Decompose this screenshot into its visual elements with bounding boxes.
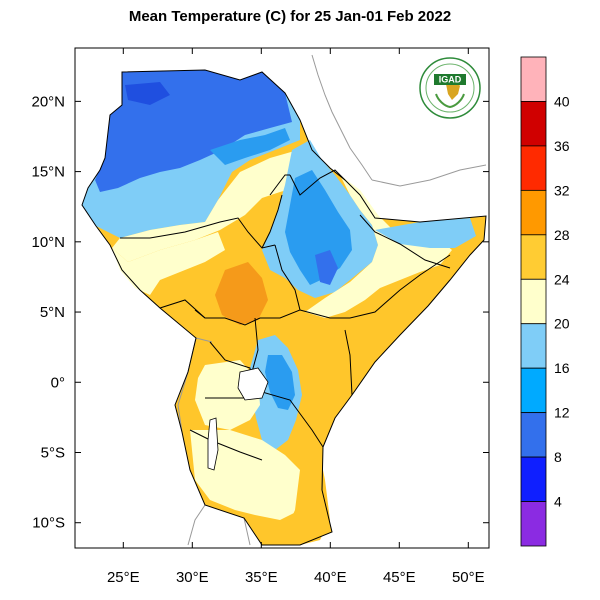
sudan-pale-band bbox=[112, 150, 325, 262]
country-borders bbox=[81, 69, 487, 546]
y-tick-label: 15°N bbox=[31, 164, 65, 181]
ethiopia-darkblue-spot bbox=[315, 250, 338, 285]
eastafrica-highland-midblue bbox=[265, 355, 295, 410]
y-tick-label: 5°S bbox=[41, 444, 65, 461]
y-tick-label: 5°N bbox=[40, 304, 65, 321]
southsudan-deeporange bbox=[215, 262, 268, 325]
colorbar-bin bbox=[520, 412, 547, 458]
y-tick-label: 10°S bbox=[32, 515, 65, 532]
temperature-field bbox=[82, 70, 486, 545]
tanzania-pale-region bbox=[190, 430, 310, 520]
west-pale-region bbox=[112, 232, 225, 295]
colorbar-label: 12 bbox=[554, 405, 570, 421]
southeast-coast-orange bbox=[285, 455, 330, 545]
y-tick-label: 20°N bbox=[31, 93, 65, 110]
colorbar-label: 32 bbox=[554, 182, 570, 198]
colorbar-label: 28 bbox=[554, 227, 570, 243]
colorbar-label: 36 bbox=[554, 138, 570, 154]
colorbar-label: 20 bbox=[554, 316, 570, 332]
lake-victoria bbox=[237, 367, 269, 401]
colorbar-label: 16 bbox=[554, 360, 570, 376]
colorbar-bin bbox=[520, 189, 547, 236]
colorbar-bin bbox=[520, 367, 547, 414]
laurel-icon bbox=[435, 93, 465, 109]
colorbar: 40 36 32 28 24 20 16 12 8 4 bbox=[520, 56, 570, 547]
logo-text: IGAD bbox=[439, 75, 462, 85]
colorbar-bin bbox=[520, 323, 547, 369]
colorbar-bin bbox=[520, 56, 547, 102]
igad-logo: IGAD bbox=[419, 57, 481, 119]
lake-tanganyika bbox=[207, 417, 219, 471]
logo-inner-ring bbox=[425, 63, 475, 113]
colorbar-bin bbox=[520, 234, 547, 280]
colorbar-label: 24 bbox=[554, 271, 570, 287]
ethiopia-midblue-core bbox=[285, 170, 352, 285]
north-midblue-patch bbox=[210, 128, 290, 165]
map-frame-border bbox=[74, 47, 490, 549]
colorbar-label: 8 bbox=[554, 449, 562, 465]
x-tick-label: 40°E bbox=[314, 569, 347, 586]
logo-banner bbox=[434, 74, 466, 85]
colorbar-label: 4 bbox=[554, 494, 562, 510]
y-axis: 20°N 15°N 10°N 5°N 0° 5°S 10°S bbox=[31, 93, 489, 532]
x-tick-label: 50°E bbox=[452, 569, 485, 586]
colorbar-bin bbox=[520, 456, 547, 502]
colorbar-label: 40 bbox=[554, 93, 570, 109]
x-axis: 25°E 30°E 35°E 40°E 45°E 50°E bbox=[107, 48, 485, 586]
y-tick-label: 0° bbox=[51, 374, 65, 391]
northwest-deepblue-patch bbox=[125, 82, 170, 105]
y-tick-label: 10°N bbox=[31, 234, 65, 251]
somalia-north-region bbox=[375, 218, 476, 248]
colorbar-bin bbox=[520, 101, 547, 147]
x-tick-label: 35°E bbox=[245, 569, 278, 586]
colorbar-bin bbox=[520, 501, 547, 547]
map-title: Mean Temperature (C) for 25 Jan-01 Feb 2… bbox=[128, 8, 452, 25]
ethiopia-escarpment-pale bbox=[305, 175, 452, 318]
colorbar-bin bbox=[520, 145, 547, 191]
x-tick-label: 30°E bbox=[176, 569, 209, 586]
x-tick-label: 25°E bbox=[107, 569, 140, 586]
colorbar-bin bbox=[520, 278, 547, 325]
lakes bbox=[207, 367, 269, 471]
x-tick-label: 45°E bbox=[383, 569, 416, 586]
